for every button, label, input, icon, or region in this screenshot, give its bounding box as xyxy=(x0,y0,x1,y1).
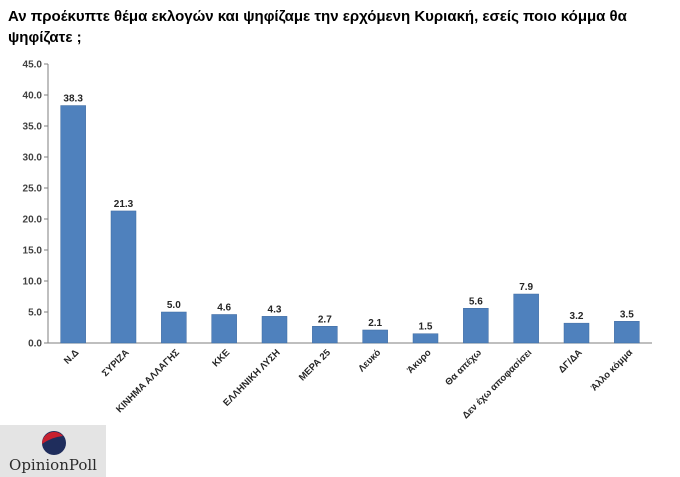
logo-text: OpinionPoll xyxy=(9,456,97,474)
bar xyxy=(513,293,539,344)
bar xyxy=(412,333,439,344)
bar xyxy=(362,329,388,344)
x-tick-label: Άκυρο xyxy=(405,347,434,376)
bar-value-label: 5.6 xyxy=(469,296,483,307)
bar xyxy=(110,210,137,344)
data-labels: 38.3 21.3 5.0 4.6 4.3 2.7 2.1 1.5 5.6 7.9 3.2 3.5 xyxy=(63,94,634,333)
bar-value-label: 5.0 xyxy=(167,300,181,311)
y-tick-labels: 0.0 5.0 10.0 15.0 20.0 25.0 30.0 35.0 40.0 45.0 xyxy=(23,60,48,350)
bar-value-label: 1.5 xyxy=(419,322,433,333)
bar xyxy=(161,311,187,344)
bar xyxy=(463,308,489,344)
bar-series xyxy=(60,105,640,344)
y-tick-label: 15.0 xyxy=(23,246,43,257)
x-tick-label: ΔΓ/ΔΑ xyxy=(556,347,584,375)
bar xyxy=(211,314,237,344)
y-tick-label: 10.0 xyxy=(23,277,43,288)
x-tick-label: ΜΕΡΑ 25 xyxy=(297,347,334,384)
bar-value-label: 4.3 xyxy=(268,304,282,315)
y-tick-label: 0.0 xyxy=(28,339,42,350)
bar-value-label: 38.3 xyxy=(63,94,83,105)
bar xyxy=(614,321,640,344)
x-tick-label: Άλλο κόμμα xyxy=(589,347,635,393)
y-tick-label: 30.0 xyxy=(23,153,43,164)
bar-value-label: 3.2 xyxy=(570,311,584,322)
y-tick-label: 35.0 xyxy=(23,122,43,133)
logo-mark-icon xyxy=(41,431,66,455)
bar-value-label: 4.6 xyxy=(217,302,231,313)
bar-value-label: 3.5 xyxy=(620,309,634,320)
opinionpoll-logo: OpinionPoll xyxy=(0,425,106,477)
bar xyxy=(563,322,590,344)
chart-title: Αν προέκυπτε θέμα εκλογών και ψηφίζαμε τ… xyxy=(8,8,627,46)
x-tick-label: Ν.Δ xyxy=(62,347,81,366)
x-tick-label: Θα απέχω xyxy=(443,347,484,388)
bar-value-label: 2.7 xyxy=(318,314,332,325)
x-tick-label: Λευκό xyxy=(356,347,383,374)
bar-value-label: 21.3 xyxy=(114,199,134,210)
bar xyxy=(60,105,86,344)
y-tick-label: 5.0 xyxy=(28,308,42,319)
bar xyxy=(261,316,288,344)
y-tick-label: 20.0 xyxy=(23,215,43,226)
bar-value-label: 7.9 xyxy=(519,282,533,293)
x-tick-label: ΚΚΕ xyxy=(210,347,232,369)
bar-value-label: 2.1 xyxy=(368,318,382,329)
y-tick-label: 25.0 xyxy=(23,184,43,195)
bar xyxy=(312,326,338,344)
y-tick-label: 45.0 xyxy=(23,60,43,71)
x-tick-label: ΣΥΡΙΖΑ xyxy=(100,347,132,379)
y-tick-label: 40.0 xyxy=(23,91,43,102)
